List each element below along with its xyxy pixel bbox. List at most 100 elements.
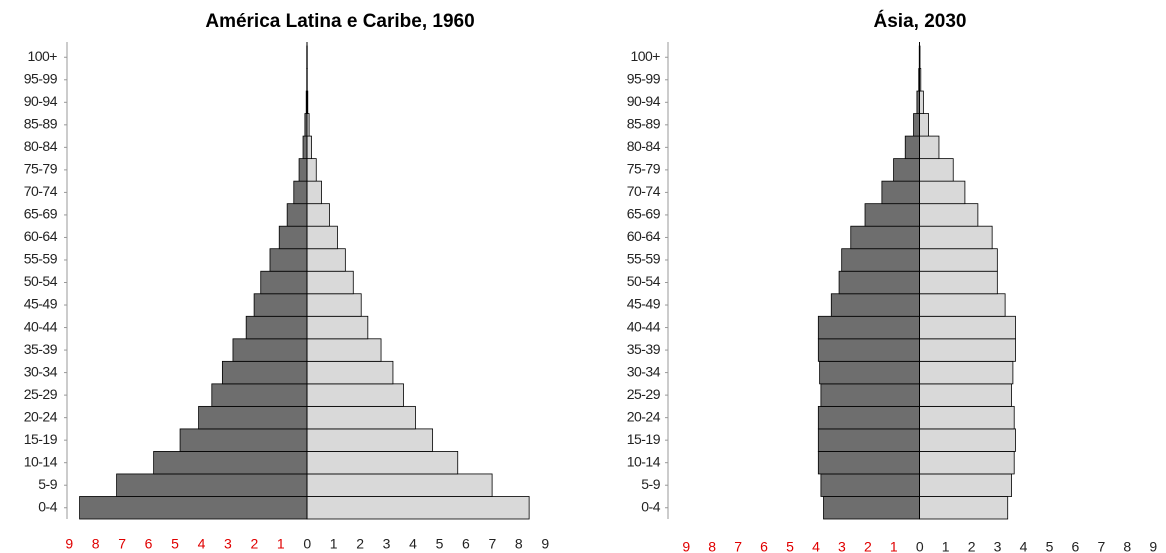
chart-title: América Latina e Caribe, 1960 — [205, 11, 474, 32]
y-tick-label: 30-34 — [627, 363, 661, 379]
y-tick-label: 90-94 — [24, 93, 58, 109]
y-tick-label: 70-74 — [627, 183, 661, 199]
y-tick-label: 40-44 — [24, 318, 58, 334]
x-tick-label: 1 — [330, 536, 338, 552]
y-tick-label: 30-34 — [24, 363, 58, 379]
y-tick-label: 45-49 — [24, 296, 58, 312]
bar — [153, 451, 308, 475]
y-tick-label: 60-64 — [24, 228, 58, 244]
bar — [306, 315, 369, 340]
y-tick-label: 95-99 — [627, 70, 661, 86]
bar — [919, 360, 1014, 385]
bar — [919, 383, 1013, 407]
y-tick-label: 20-24 — [627, 408, 661, 424]
bar — [820, 383, 920, 407]
bar — [881, 180, 920, 205]
bar — [817, 405, 920, 430]
x-tick-label: 9 — [541, 536, 549, 552]
y-tick-label: 35-39 — [627, 341, 661, 357]
bar — [306, 135, 312, 160]
y-tick-label: 80-84 — [627, 138, 661, 154]
bar — [819, 360, 920, 385]
bar — [913, 113, 920, 137]
y-tick-label: 60-64 — [627, 228, 661, 244]
y-tick-label: 70-74 — [24, 183, 58, 199]
x-tick-label: 9 — [682, 539, 690, 553]
bar — [919, 451, 1015, 475]
bar — [919, 113, 929, 137]
bar — [919, 270, 998, 295]
bar — [302, 135, 308, 160]
bar — [820, 473, 920, 497]
bar — [919, 473, 1013, 497]
bar — [306, 248, 346, 272]
x-tick-label: 7 — [1097, 539, 1105, 553]
x-tick-label: 5 — [171, 536, 179, 552]
x-tick-label: 8 — [1123, 539, 1131, 553]
x-tick-label: 5 — [436, 536, 444, 552]
x-tick-label: 4 — [409, 536, 417, 552]
bar — [306, 270, 354, 295]
y-tick-label: 40-44 — [627, 318, 661, 334]
y-tick-label: 85-89 — [627, 116, 661, 132]
bar — [919, 405, 1015, 430]
y-tick-label: 25-29 — [627, 386, 661, 402]
bar — [306, 158, 317, 182]
y-tick-label: 100+ — [27, 48, 57, 64]
bar — [306, 405, 416, 430]
bar — [306, 203, 330, 227]
bar — [850, 225, 920, 250]
bar — [919, 203, 979, 227]
chart-title: Ásia, 2030 — [874, 10, 967, 32]
y-tick-label: 50-54 — [627, 273, 661, 289]
bar — [253, 293, 308, 317]
bar — [286, 203, 308, 227]
y-tick-label: 65-69 — [627, 206, 661, 222]
bar — [919, 225, 993, 250]
bar — [232, 338, 308, 362]
bar — [919, 315, 1016, 340]
bar — [293, 180, 308, 205]
y-tick-label: 0-4 — [38, 498, 57, 514]
bar — [306, 180, 322, 205]
bar — [838, 270, 920, 295]
bar — [306, 225, 338, 250]
bar — [841, 248, 920, 272]
bar — [919, 248, 998, 272]
bar — [306, 383, 404, 407]
bar — [823, 496, 920, 520]
x-tick-label: 8 — [708, 539, 716, 553]
y-tick-label: 25-29 — [24, 386, 58, 402]
x-tick-label: 7 — [488, 536, 496, 552]
bar — [817, 451, 920, 475]
y-tick-label: 85-89 — [24, 116, 58, 132]
bar — [221, 360, 308, 385]
y-tick-label: 55-59 — [24, 251, 58, 267]
x-tick-label: 5 — [786, 539, 794, 553]
x-tick-label: 4 — [198, 536, 206, 552]
bar — [306, 338, 382, 362]
y-tick-label: 75-79 — [24, 161, 58, 177]
x-tick-label: 8 — [515, 536, 523, 552]
bar — [830, 293, 920, 317]
y-tick-label: 80-84 — [24, 138, 58, 154]
y-tick-label: 5-9 — [641, 476, 660, 492]
x-tick-label: 6 — [1072, 539, 1080, 553]
y-tick-label: 65-69 — [24, 206, 58, 222]
bar — [198, 405, 308, 430]
bar — [211, 383, 308, 407]
y-tick-label: 0-4 — [641, 498, 660, 514]
x-tick-label: 5 — [1046, 539, 1054, 553]
bar — [306, 428, 434, 452]
bar — [817, 315, 920, 340]
y-tick-label: 75-79 — [627, 161, 661, 177]
y-tick-label: 95-99 — [24, 70, 58, 86]
x-tick-label: 9 — [65, 536, 73, 552]
y-tick-label: 35-39 — [24, 341, 58, 357]
bar — [919, 90, 924, 114]
bar — [817, 338, 920, 362]
x-tick-label: 3 — [838, 539, 846, 553]
bar — [79, 496, 308, 520]
x-tick-label: 4 — [812, 539, 820, 553]
